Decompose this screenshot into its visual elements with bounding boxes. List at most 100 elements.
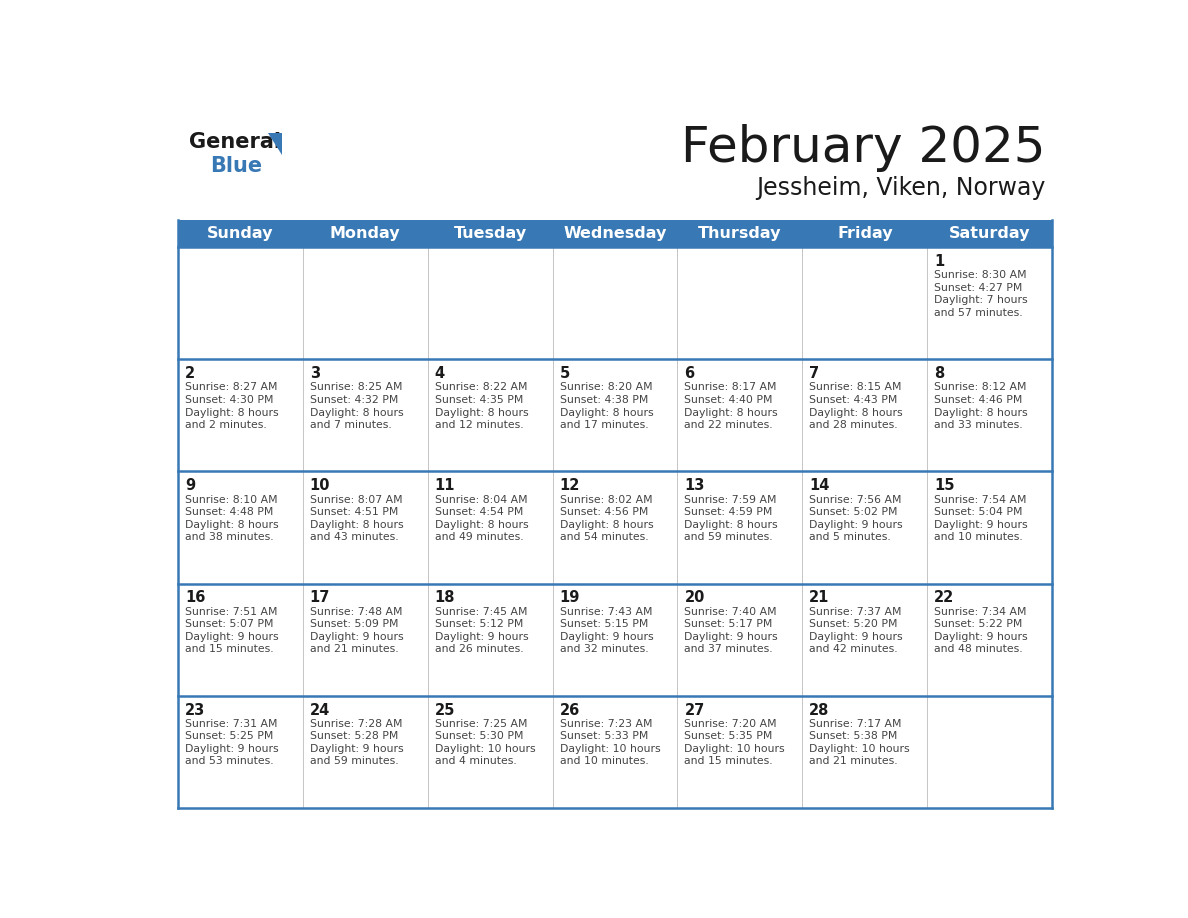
Text: and 42 minutes.: and 42 minutes. — [809, 644, 898, 655]
Text: Sunset: 4:27 PM: Sunset: 4:27 PM — [934, 283, 1023, 293]
Text: 3: 3 — [310, 366, 320, 381]
Text: Daylight: 8 hours: Daylight: 8 hours — [934, 408, 1028, 418]
Bar — [178, 359, 1053, 472]
Text: and 28 minutes.: and 28 minutes. — [809, 420, 898, 431]
Text: Sunset: 4:54 PM: Sunset: 4:54 PM — [435, 507, 523, 517]
Text: 11: 11 — [435, 478, 455, 493]
Text: Sunrise: 7:20 AM: Sunrise: 7:20 AM — [684, 719, 777, 729]
Text: Daylight: 9 hours: Daylight: 9 hours — [310, 632, 404, 642]
Text: Sunset: 5:25 PM: Sunset: 5:25 PM — [185, 732, 273, 742]
Text: Daylight: 10 hours: Daylight: 10 hours — [435, 744, 536, 754]
Text: 2: 2 — [185, 366, 195, 381]
Text: Daylight: 8 hours: Daylight: 8 hours — [310, 520, 404, 530]
Text: Wednesday: Wednesday — [563, 226, 666, 241]
Text: 14: 14 — [809, 478, 829, 493]
Text: 23: 23 — [185, 702, 206, 718]
Text: Daylight: 9 hours: Daylight: 9 hours — [435, 632, 529, 642]
Text: 19: 19 — [560, 590, 580, 606]
Text: February 2025: February 2025 — [682, 124, 1045, 172]
Text: Daylight: 8 hours: Daylight: 8 hours — [684, 520, 778, 530]
Text: Daylight: 8 hours: Daylight: 8 hours — [560, 408, 653, 418]
Text: Sunrise: 7:31 AM: Sunrise: 7:31 AM — [185, 719, 278, 729]
Text: and 12 minutes.: and 12 minutes. — [435, 420, 524, 431]
Text: Sunset: 5:09 PM: Sunset: 5:09 PM — [310, 620, 398, 629]
Text: and 33 minutes.: and 33 minutes. — [934, 420, 1023, 431]
Text: Sunset: 5:04 PM: Sunset: 5:04 PM — [934, 507, 1023, 517]
Text: Sunrise: 7:40 AM: Sunrise: 7:40 AM — [684, 607, 777, 617]
Text: 8: 8 — [934, 366, 944, 381]
Text: and 21 minutes.: and 21 minutes. — [310, 644, 398, 655]
Text: Daylight: 8 hours: Daylight: 8 hours — [435, 408, 529, 418]
Text: Sunset: 5:17 PM: Sunset: 5:17 PM — [684, 620, 773, 629]
Text: 17: 17 — [310, 590, 330, 606]
Text: and 38 minutes.: and 38 minutes. — [185, 532, 273, 543]
Text: Sunset: 5:07 PM: Sunset: 5:07 PM — [185, 620, 273, 629]
Text: Sunrise: 8:10 AM: Sunrise: 8:10 AM — [185, 495, 278, 505]
Text: Daylight: 8 hours: Daylight: 8 hours — [185, 408, 278, 418]
Text: Sunset: 4:48 PM: Sunset: 4:48 PM — [185, 507, 273, 517]
Text: Sunrise: 7:45 AM: Sunrise: 7:45 AM — [435, 607, 527, 617]
Text: Sunrise: 8:20 AM: Sunrise: 8:20 AM — [560, 383, 652, 392]
Text: and 7 minutes.: and 7 minutes. — [310, 420, 392, 431]
Text: Daylight: 9 hours: Daylight: 9 hours — [185, 744, 278, 754]
Text: and 49 minutes.: and 49 minutes. — [435, 532, 524, 543]
Text: Sunrise: 7:51 AM: Sunrise: 7:51 AM — [185, 607, 278, 617]
Text: Sunset: 4:43 PM: Sunset: 4:43 PM — [809, 395, 898, 405]
Text: Daylight: 9 hours: Daylight: 9 hours — [934, 520, 1028, 530]
Text: Sunset: 5:35 PM: Sunset: 5:35 PM — [684, 732, 773, 742]
Text: Daylight: 9 hours: Daylight: 9 hours — [310, 744, 404, 754]
Text: Daylight: 10 hours: Daylight: 10 hours — [684, 744, 785, 754]
Text: Sunrise: 7:23 AM: Sunrise: 7:23 AM — [560, 719, 652, 729]
Text: Daylight: 8 hours: Daylight: 8 hours — [560, 520, 653, 530]
Text: Sunrise: 8:17 AM: Sunrise: 8:17 AM — [684, 383, 777, 392]
Text: Thursday: Thursday — [699, 226, 782, 241]
Text: Daylight: 9 hours: Daylight: 9 hours — [934, 632, 1028, 642]
Text: 12: 12 — [560, 478, 580, 493]
Text: Daylight: 9 hours: Daylight: 9 hours — [185, 632, 278, 642]
Text: and 59 minutes.: and 59 minutes. — [310, 756, 398, 767]
Text: Sunrise: 7:28 AM: Sunrise: 7:28 AM — [310, 719, 403, 729]
Text: 27: 27 — [684, 702, 704, 718]
Text: Daylight: 8 hours: Daylight: 8 hours — [310, 408, 404, 418]
Text: and 43 minutes.: and 43 minutes. — [310, 532, 398, 543]
Text: General: General — [189, 131, 280, 151]
Text: Sunset: 5:33 PM: Sunset: 5:33 PM — [560, 732, 647, 742]
Text: 24: 24 — [310, 702, 330, 718]
Text: Sunrise: 7:34 AM: Sunrise: 7:34 AM — [934, 607, 1026, 617]
Text: Sunrise: 7:54 AM: Sunrise: 7:54 AM — [934, 495, 1026, 505]
Text: Daylight: 9 hours: Daylight: 9 hours — [809, 520, 903, 530]
Text: Sunset: 4:59 PM: Sunset: 4:59 PM — [684, 507, 773, 517]
Text: Sunrise: 7:17 AM: Sunrise: 7:17 AM — [809, 719, 902, 729]
Text: 10: 10 — [310, 478, 330, 493]
Text: Sunset: 5:30 PM: Sunset: 5:30 PM — [435, 732, 523, 742]
Text: and 2 minutes.: and 2 minutes. — [185, 420, 266, 431]
Text: and 4 minutes.: and 4 minutes. — [435, 756, 517, 767]
Text: Daylight: 10 hours: Daylight: 10 hours — [809, 744, 910, 754]
Text: Sunrise: 8:22 AM: Sunrise: 8:22 AM — [435, 383, 527, 392]
Text: Sunrise: 7:48 AM: Sunrise: 7:48 AM — [310, 607, 403, 617]
Text: 28: 28 — [809, 702, 829, 718]
Text: and 32 minutes.: and 32 minutes. — [560, 644, 649, 655]
Text: Sunrise: 7:56 AM: Sunrise: 7:56 AM — [809, 495, 902, 505]
Text: and 10 minutes.: and 10 minutes. — [560, 756, 649, 767]
Text: Sunset: 4:40 PM: Sunset: 4:40 PM — [684, 395, 773, 405]
Text: and 21 minutes.: and 21 minutes. — [809, 756, 898, 767]
Bar — [178, 219, 1053, 247]
Text: Sunset: 5:20 PM: Sunset: 5:20 PM — [809, 620, 898, 629]
Text: 1: 1 — [934, 254, 944, 269]
Text: Sunset: 5:02 PM: Sunset: 5:02 PM — [809, 507, 898, 517]
Text: Monday: Monday — [330, 226, 400, 241]
Text: Sunrise: 8:30 AM: Sunrise: 8:30 AM — [934, 270, 1026, 280]
Text: and 37 minutes.: and 37 minutes. — [684, 644, 773, 655]
Text: Sunrise: 8:02 AM: Sunrise: 8:02 AM — [560, 495, 652, 505]
Text: Jessheim, Viken, Norway: Jessheim, Viken, Norway — [757, 175, 1045, 199]
Text: 26: 26 — [560, 702, 580, 718]
Text: Sunrise: 7:59 AM: Sunrise: 7:59 AM — [684, 495, 777, 505]
Text: Daylight: 9 hours: Daylight: 9 hours — [560, 632, 653, 642]
Text: 22: 22 — [934, 590, 954, 606]
Text: 25: 25 — [435, 702, 455, 718]
Text: Sunset: 5:12 PM: Sunset: 5:12 PM — [435, 620, 523, 629]
Text: Tuesday: Tuesday — [454, 226, 526, 241]
Text: Daylight: 7 hours: Daylight: 7 hours — [934, 296, 1028, 306]
Text: Saturday: Saturday — [949, 226, 1030, 241]
